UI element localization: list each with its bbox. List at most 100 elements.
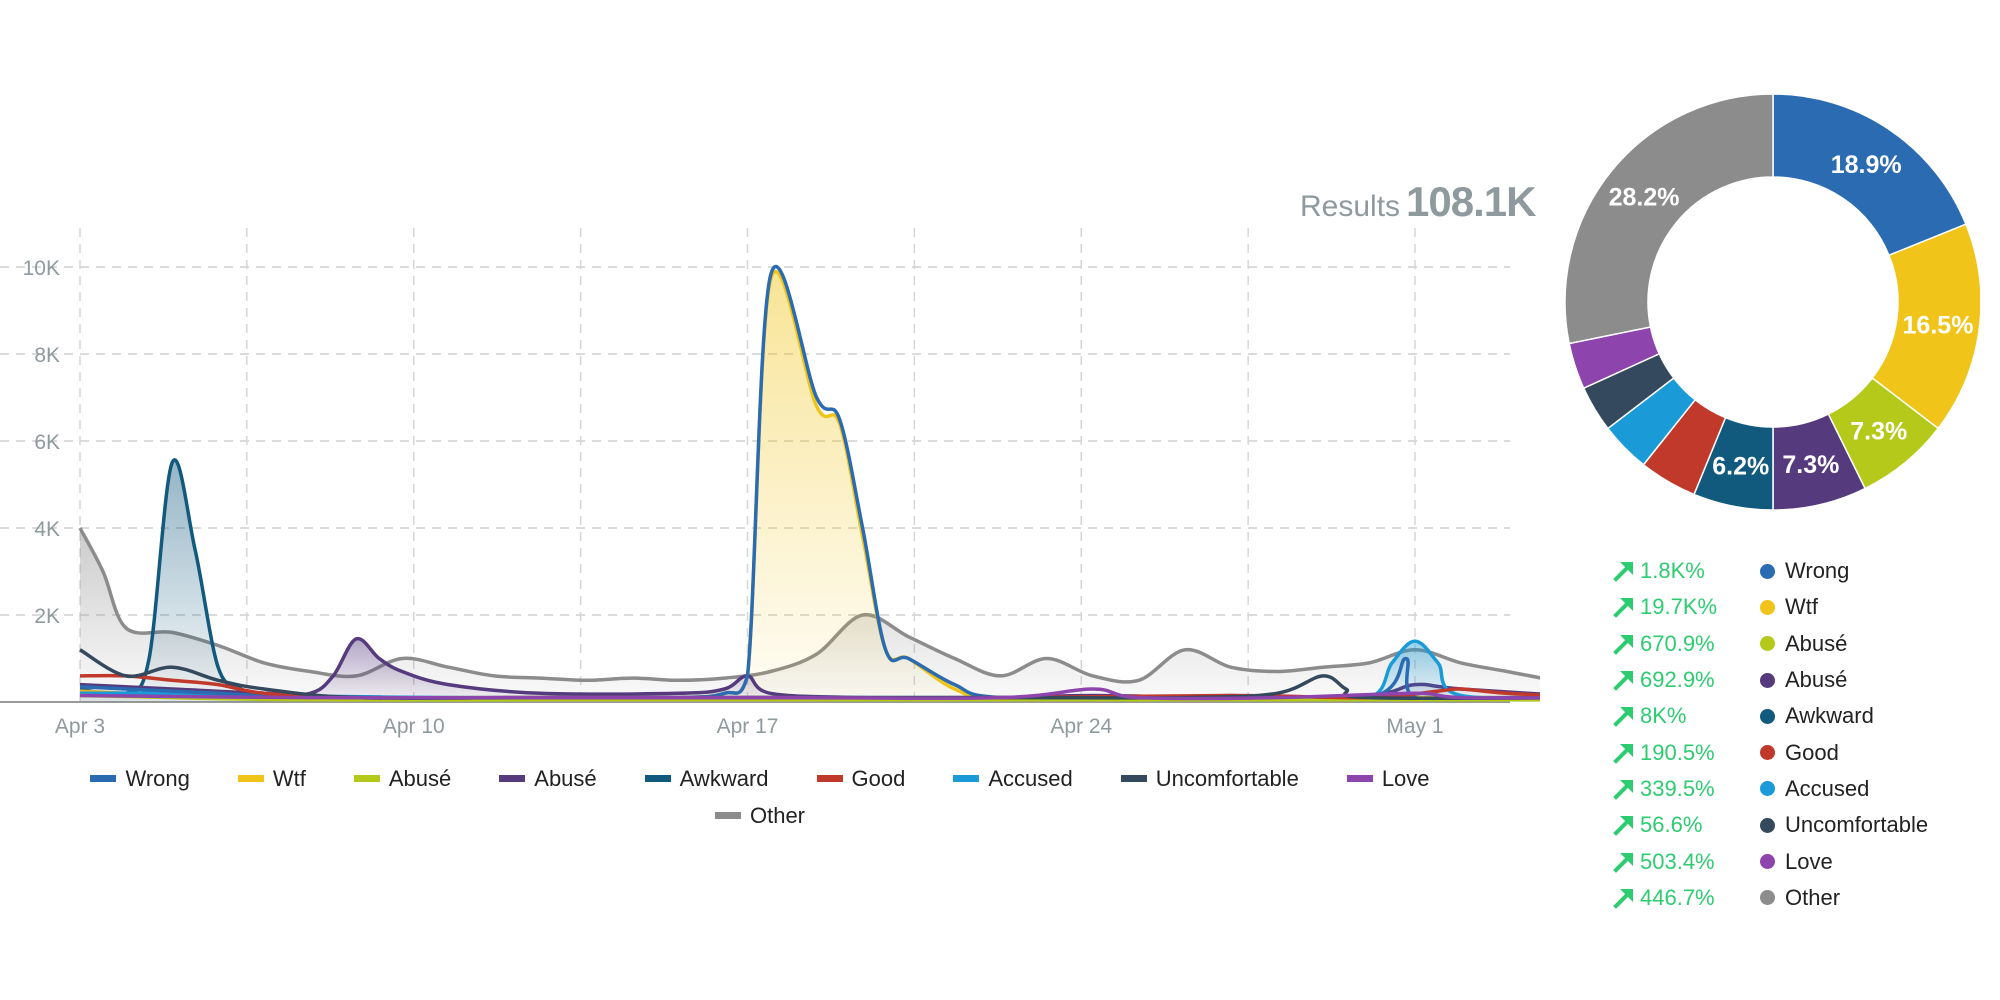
legend-item-accused[interactable]: Accused bbox=[953, 760, 1073, 797]
donut-label: 6.2% bbox=[1712, 452, 1769, 480]
change-dot bbox=[1760, 781, 1775, 797]
series-wtf-1 bbox=[79, 269, 1540, 702]
x-tick-label: Apr 10 bbox=[383, 715, 445, 738]
legend-label: Good bbox=[851, 766, 906, 791]
legend-item-abuse[interactable]: Abusé bbox=[353, 760, 452, 797]
trend-up-arrow-icon bbox=[1613, 634, 1633, 655]
y-tick-label: 8K bbox=[34, 344, 60, 367]
legend-swatch bbox=[353, 774, 380, 782]
legend-label: Uncomfortable bbox=[1155, 766, 1299, 791]
legend-item-uncomfortable[interactable]: Uncomfortable bbox=[1120, 760, 1299, 797]
change-name: Other bbox=[1785, 884, 1841, 910]
area-fill-other bbox=[80, 528, 1540, 702]
trend-up-arrow-icon bbox=[1613, 779, 1633, 800]
x-tick-label: Apr 17 bbox=[717, 715, 779, 738]
change-row-wrong: 1.8K% Wrong bbox=[1612, 553, 1972, 589]
results-summary: Results 108.1K bbox=[1300, 178, 1536, 226]
change-list: 1.8K% Wrong 19.7K% Wtf 670.9% Abusé 692.9% Abus… bbox=[1612, 553, 1972, 916]
area-fill-abuse bbox=[80, 638, 1540, 702]
legend-swatch bbox=[714, 811, 741, 819]
trend-up-arrow-icon bbox=[1613, 816, 1633, 837]
chart-legend: Wrong Wtf Abusé Abusé Awkward Good Accused Unco… bbox=[40, 760, 1480, 834]
y-tick-label: 2K bbox=[34, 605, 60, 628]
change-row-wtf: 19.7K% Wtf bbox=[1612, 589, 1972, 625]
legend-item-other[interactable]: Other bbox=[714, 797, 806, 834]
trend-up-arrow-icon bbox=[1613, 852, 1633, 873]
legend-swatch bbox=[499, 774, 526, 782]
x-tick-label: Apr 24 bbox=[1050, 715, 1112, 738]
change-dot bbox=[1760, 708, 1775, 724]
x-tick-label: Apr 3 bbox=[55, 715, 105, 738]
change-row-accused: 339.5% Accused bbox=[1612, 771, 1972, 807]
line-love bbox=[79, 687, 1540, 701]
results-label: Results bbox=[1300, 190, 1401, 223]
legend-item-good[interactable]: Good bbox=[816, 760, 906, 797]
legend-label: Wrong bbox=[125, 766, 190, 791]
change-value: 1.8K% bbox=[1640, 558, 1705, 584]
change-row-other: 446.7% Other bbox=[1612, 880, 1972, 916]
donut-slice-other-9[interactable] bbox=[1564, 93, 1774, 345]
donut-label: 7.3% bbox=[1782, 451, 1839, 479]
change-name: Abusé bbox=[1785, 630, 1848, 656]
legend-swatch bbox=[1120, 774, 1147, 782]
change-row-awkward: 8K% Awkward bbox=[1612, 698, 1972, 734]
change-name: Abusé bbox=[1785, 667, 1848, 693]
y-tick-label: 10K bbox=[23, 257, 60, 280]
legend-item-abuse[interactable]: Abusé bbox=[499, 760, 597, 797]
change-dot bbox=[1760, 817, 1775, 833]
change-dot bbox=[1760, 854, 1775, 870]
change-value: 670.9% bbox=[1640, 630, 1715, 656]
donut-slice-wrong-0[interactable] bbox=[1772, 93, 1967, 257]
legend-swatch bbox=[953, 774, 980, 782]
legend-label: Awkward bbox=[679, 766, 769, 791]
change-value: 56.6% bbox=[1640, 812, 1703, 838]
legend-label: Other bbox=[749, 803, 806, 828]
x-tick-label: May 1 bbox=[1386, 715, 1443, 738]
legend-item-wtf[interactable]: Wtf bbox=[237, 760, 306, 797]
change-name: Awkward bbox=[1785, 703, 1874, 729]
legend-label: Abusé bbox=[388, 766, 452, 791]
legend-item-love[interactable]: Love bbox=[1346, 760, 1430, 797]
legend-item-wrong[interactable]: Wrong bbox=[90, 760, 190, 797]
trend-up-arrow-icon bbox=[1613, 598, 1633, 619]
legend-swatch bbox=[644, 774, 671, 782]
change-dot bbox=[1760, 745, 1775, 761]
legend-label: Love bbox=[1381, 766, 1430, 791]
change-value: 339.5% bbox=[1640, 775, 1715, 801]
y-tick-label: 4K bbox=[34, 518, 60, 541]
change-name: Accused bbox=[1785, 775, 1870, 801]
legend-label: Accused bbox=[988, 766, 1073, 791]
trend-up-arrow-icon bbox=[1613, 562, 1633, 582]
change-row-abuse: 670.9% Abusé bbox=[1612, 626, 1972, 662]
change-value: 190.5% bbox=[1640, 739, 1715, 765]
change-value: 692.9% bbox=[1640, 667, 1715, 693]
legend-swatch bbox=[1346, 774, 1373, 782]
change-name: Love bbox=[1785, 848, 1833, 874]
change-dot bbox=[1760, 563, 1775, 579]
legend-swatch bbox=[237, 774, 264, 782]
legend-swatch bbox=[90, 774, 117, 782]
trend-up-arrow-icon bbox=[1613, 743, 1633, 764]
change-dot bbox=[1760, 672, 1775, 688]
legend-item-awkward[interactable]: Awkward bbox=[644, 760, 769, 797]
change-row-uncomfortable: 56.6% Uncomfortable bbox=[1612, 807, 1972, 843]
trend-up-arrow-icon bbox=[1613, 671, 1633, 691]
legend-label: Abusé bbox=[534, 766, 597, 791]
results-value: 108.1K bbox=[1406, 178, 1536, 225]
change-dot bbox=[1760, 890, 1775, 906]
change-dot bbox=[1760, 636, 1775, 652]
donut-chart: 18.9% 16.5% 7.3% 7.3% 6.2% 28.2% bbox=[1564, 93, 1980, 511]
change-name: Wrong bbox=[1785, 558, 1850, 584]
change-row-good: 190.5% Good bbox=[1612, 734, 1972, 770]
trend-up-arrow-icon bbox=[1613, 707, 1633, 728]
series-love-8 bbox=[79, 687, 1540, 701]
change-value: 503.4% bbox=[1640, 848, 1715, 874]
change-value: 446.7% bbox=[1640, 884, 1715, 910]
line-abuse bbox=[79, 693, 1540, 702]
series-abuse-2 bbox=[79, 693, 1540, 702]
area-fill-wtf bbox=[80, 271, 1540, 702]
donut-label: 16.5% bbox=[1903, 311, 1974, 339]
y-tick-label: 6K bbox=[34, 431, 60, 454]
change-name: Wtf bbox=[1785, 594, 1818, 620]
change-dot bbox=[1760, 599, 1775, 615]
